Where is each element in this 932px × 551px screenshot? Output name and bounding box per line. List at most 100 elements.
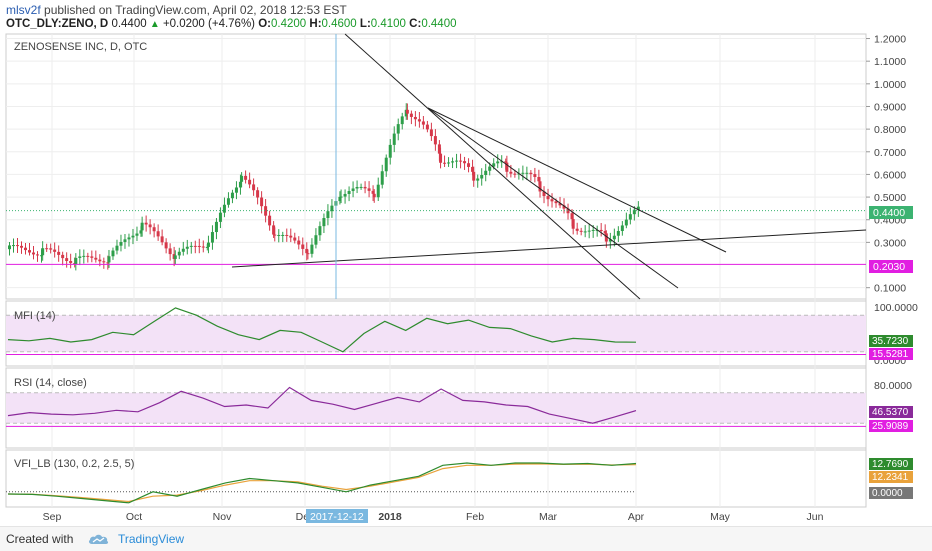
candle-body [297, 240, 301, 245]
price-tick-label: 0.7000 [874, 147, 906, 159]
rsi-level-2-tag [869, 420, 913, 432]
candle-body [372, 193, 376, 198]
trendline [427, 107, 679, 289]
candle-body [367, 188, 371, 191]
candle-body [69, 260, 73, 264]
candle-body [226, 198, 230, 205]
candle-body [472, 171, 476, 181]
candle-body [260, 197, 264, 207]
candle-body [32, 252, 35, 255]
candle-body [74, 257, 78, 265]
tradingview-cloud-icon[interactable] [88, 532, 110, 546]
time-tick-label: Oct [126, 511, 142, 523]
candle-body [173, 255, 177, 259]
vfi-level-1: 12.7690 [872, 459, 909, 470]
candle-body [471, 166, 475, 172]
symbol: OTC_DLY:ZENO, D [6, 18, 109, 30]
candle-body [201, 246, 205, 248]
candle-body [106, 262, 110, 264]
vfi-signal-line [7, 463, 637, 503]
tradingview-link[interactable]: TradingView [118, 532, 185, 546]
candle-body [409, 113, 413, 117]
candle-body [127, 237, 131, 240]
rsi-band [6, 392, 866, 424]
close-label: C: [409, 18, 422, 30]
price-tick-label: 0.5000 [874, 192, 906, 204]
candle-body [376, 184, 380, 198]
candle-body [272, 225, 276, 235]
candle-body [45, 248, 49, 250]
candle-body [351, 188, 355, 192]
candle-body [562, 205, 566, 209]
candle-body [480, 175, 484, 179]
candle-body [500, 161, 504, 163]
candle-body [240, 175, 244, 182]
candle-body [339, 196, 343, 198]
candle-body [107, 256, 111, 263]
rsi-tick-label: 80.0000 [874, 380, 912, 392]
candle-body [168, 248, 172, 255]
candle-body [177, 251, 181, 256]
candle-body [12, 245, 15, 247]
candle-body [273, 234, 277, 236]
candle-body [583, 231, 587, 233]
candle-body [595, 229, 599, 231]
candle-body [570, 213, 574, 220]
candlestick-series [8, 103, 640, 271]
candle-body [306, 253, 310, 255]
published-text: published on TradingView.com, April 02, … [44, 3, 347, 17]
candle-body [355, 186, 359, 189]
mfi-tick-label: 100.0000 [874, 302, 918, 314]
candle-body [437, 144, 441, 154]
time-tick-label: 2018 [378, 511, 402, 523]
candle-body [451, 161, 455, 163]
vfi-level-3: 0.0000 [872, 488, 903, 499]
candle-body [400, 116, 404, 125]
time-tick-label: Jun [807, 511, 824, 523]
candle-body [575, 228, 579, 231]
candle-body [533, 174, 537, 177]
candle-body [28, 250, 31, 253]
candle-body [484, 170, 488, 176]
candle-body [139, 230, 143, 234]
candle-body [49, 248, 53, 250]
candle-body [256, 190, 260, 198]
candle-body [505, 162, 509, 172]
candle-body [20, 245, 23, 248]
price-tick-label: 1.2000 [874, 34, 906, 46]
high-value: 0.4600 [321, 18, 357, 30]
candle-body [238, 181, 242, 188]
candle-body [388, 144, 392, 158]
candle-body [603, 231, 607, 234]
created-with-text: Created with [6, 532, 74, 546]
candle-body [525, 172, 529, 174]
indicator-lines [6, 307, 866, 504]
price-tick-label: 0.1000 [874, 283, 906, 295]
candle-body [24, 247, 27, 251]
candle-body [343, 193, 347, 197]
time-tick-label: Mar [539, 511, 558, 523]
last-price-value: 0.4400 [873, 207, 905, 219]
author-link[interactable]: mlsv2f [6, 3, 41, 17]
vfi-level-2: 12.2341 [872, 472, 909, 483]
trendline [231, 229, 867, 268]
candle-body [164, 242, 168, 249]
vfi-level-1-tag [869, 458, 913, 470]
price-tick-label: 0.3000 [874, 237, 906, 249]
candle-body [222, 204, 226, 213]
candle-body [396, 124, 400, 134]
candle-body [156, 231, 160, 237]
candle-body [616, 231, 620, 236]
candle-body [538, 181, 542, 192]
time-tick-label: Sep [43, 511, 62, 523]
publish-info: mlsv2f published on TradingView.com, Apr… [6, 3, 347, 17]
support-price-value: 0.2030 [873, 261, 905, 273]
candle-body [425, 124, 429, 130]
candle-body [620, 225, 624, 232]
candle-body [554, 201, 558, 204]
candle-body [82, 255, 86, 257]
candle-body [326, 211, 330, 219]
candle-body [371, 190, 375, 194]
candle-body [504, 161, 508, 163]
